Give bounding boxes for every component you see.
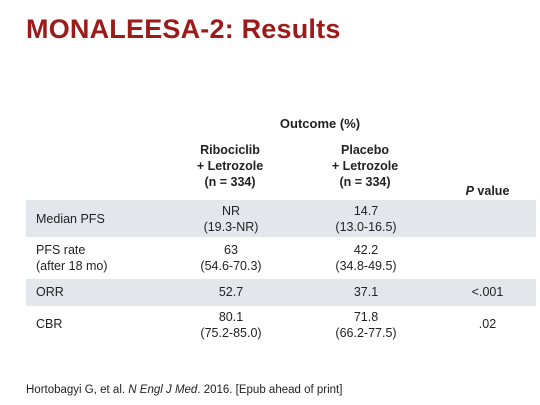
p-value: <.001 — [471, 285, 504, 299]
column-header-ribociclib: Ribociclib + Letrozole (n = 334) — [165, 142, 295, 190]
value-ci-line: (19.3-NR) — [203, 220, 259, 234]
ribociclib-value: 63 (54.6-70.3) — [166, 242, 296, 274]
citation: Hortobagyi G, et al. N Engl J Med. 2016.… — [26, 384, 342, 396]
column-header-line: Placebo — [341, 143, 389, 157]
p-symbol: P — [465, 184, 474, 198]
citation-details: . 2016. [Epub ahead of print] — [197, 384, 343, 396]
column-header-placebo: Placebo + Letrozole (n = 334) — [300, 142, 430, 190]
citation-authors: Hortobagyi G, et al. — [26, 384, 129, 396]
outcome-group-header: Outcome (%) — [279, 116, 361, 131]
value-ci-line: (54.6-70.3) — [200, 259, 262, 273]
row-label: CBR — [36, 317, 63, 331]
placebo-value: 37.1 — [353, 285, 379, 299]
p-value-word: value — [473, 184, 510, 198]
row-label: PFS rate (after 18 mo) — [36, 242, 108, 274]
column-header-line: Ribociclib — [200, 143, 260, 157]
placebo-value: 14.7 (13.0-16.5) — [301, 203, 431, 235]
results-table: Median PFS NR (19.3-NR) 14.7 (13.0-16.5) P… — [26, 200, 536, 346]
row-label-line: Median PFS — [36, 212, 105, 226]
placebo-value: 71.8 (66.2-77.5) — [301, 309, 431, 341]
value-ci-line: (13.0-16.5) — [335, 220, 397, 234]
value-ci-line: (66.2-77.5) — [335, 326, 397, 340]
row-label-line: (after 18 mo) — [36, 259, 108, 273]
ribociclib-value: 80.1 (75.2-85.0) — [166, 309, 296, 341]
table-row-cbr: CBR 80.1 (75.2-85.0) 71.8 (66.2-77.5) .02 — [26, 306, 536, 346]
table-row-median-pfs: Median PFS NR (19.3-NR) 14.7 (13.0-16.5) — [26, 200, 536, 237]
column-header-line: + Letrozole — [196, 159, 264, 173]
citation-journal: N Engl J Med — [128, 384, 198, 396]
value-line: 71.8 — [353, 310, 379, 324]
row-label-line: PFS rate — [36, 243, 86, 257]
value-line: NR — [221, 204, 241, 218]
column-header-p-value: P value — [440, 183, 535, 199]
value-ci-line: (34.8-49.5) — [335, 259, 397, 273]
table-row-pfs-rate: PFS rate (after 18 mo) 63 (54.6-70.3) 42.2… — [26, 237, 536, 279]
value-ci-line: (75.2-85.0) — [200, 326, 262, 340]
value-line: 80.1 — [218, 310, 244, 324]
row-label: Median PFS — [36, 211, 105, 227]
value-line: 63 — [224, 243, 238, 257]
table-row-orr: ORR 52.7 37.1 <.001 — [26, 279, 536, 306]
ribociclib-value: 52.7 — [218, 285, 244, 299]
row-label: ORR — [36, 285, 64, 299]
value-line: 42.2 — [353, 243, 379, 257]
column-header-line: (n = 334) — [204, 175, 256, 189]
column-header-line: + Letrozole — [331, 159, 399, 173]
column-header-line: (n = 334) — [339, 175, 391, 189]
ribociclib-value: NR (19.3-NR) — [166, 203, 296, 235]
slide-title: MONALEESA-2: Results — [26, 14, 341, 44]
p-value: .02 — [478, 317, 497, 331]
value-line: 14.7 — [353, 204, 379, 218]
placebo-value: 42.2 (34.8-49.5) — [301, 242, 431, 274]
